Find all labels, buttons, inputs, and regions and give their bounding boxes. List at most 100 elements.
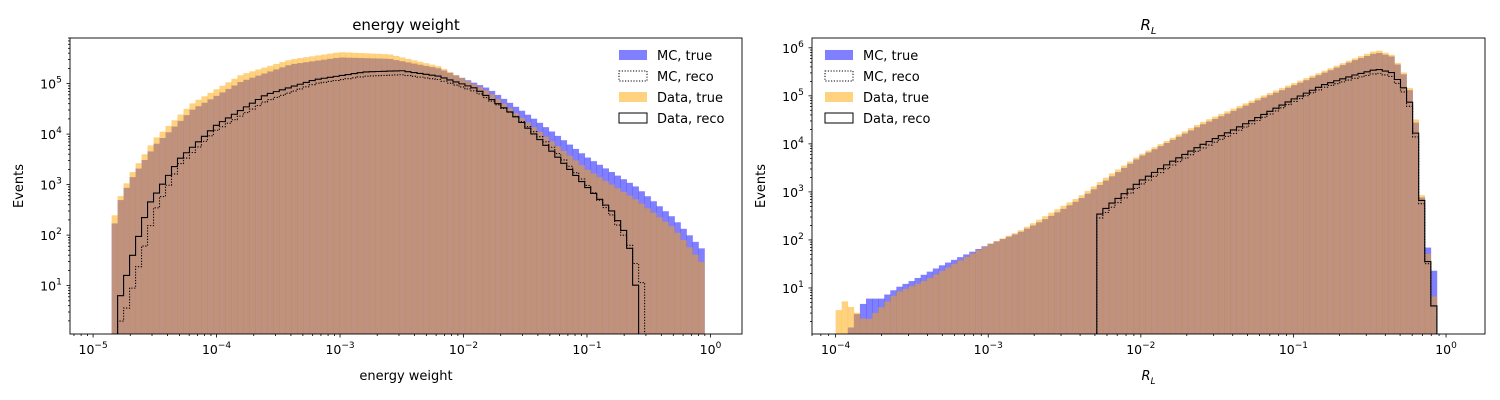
histogram-bar: [171, 120, 178, 334]
histogram-bar: [440, 68, 448, 334]
histogram-bar: [638, 203, 645, 334]
histogram-bar: [458, 78, 466, 334]
histogram-bar: [674, 232, 681, 334]
right-x-ticks: 10−4 10−3 10−2 10−1 100: [811, 334, 1457, 357]
histogram-bar: [1090, 186, 1098, 334]
legend-swatch: [824, 70, 854, 82]
tick-base: 10: [782, 185, 798, 200]
tick-base: 10: [40, 77, 56, 92]
histogram-bar: [500, 103, 508, 334]
histogram-bar: [1315, 73, 1322, 334]
histogram-bar: [446, 71, 454, 334]
tick-exponent: 0: [716, 341, 722, 351]
legend-label: Data, reco: [863, 112, 931, 127]
x-tick-label: 10−4: [202, 341, 231, 357]
tick-base: 10: [782, 233, 798, 248]
tick-base: 10: [40, 228, 56, 243]
histogram-bar: [297, 58, 304, 334]
histogram-bar: [261, 67, 268, 334]
title-text: R: [1140, 16, 1150, 34]
histogram-bar: [650, 212, 657, 334]
step-line: [1096, 69, 1438, 334]
tick-exponent: −3: [990, 341, 1003, 351]
histogram-bar: [872, 313, 879, 334]
histogram-bar: [1382, 52, 1389, 334]
histogram-bar: [1011, 233, 1019, 334]
title-text: energy weight: [352, 16, 460, 34]
histogram-bar: [518, 117, 526, 334]
step-line: [1096, 72, 1438, 334]
tick-base: 10: [1126, 342, 1142, 357]
tick-base: 10: [40, 279, 56, 294]
tick-base: 10: [974, 342, 990, 357]
histogram-bar: [608, 184, 615, 334]
tick-base: 10: [202, 342, 218, 357]
histogram-bar: [1066, 202, 1073, 334]
legend-swatch: [619, 92, 647, 102]
tick-exponent: −2: [1142, 341, 1155, 351]
chart-title: RL: [1140, 16, 1156, 37]
histogram-bar: [1376, 50, 1383, 334]
histogram-bar: [153, 137, 160, 334]
left-legend: MC, true MC, reco Data, true Data, reco: [618, 49, 725, 127]
tick-exponent: 2: [56, 227, 62, 237]
tick-base: 10: [821, 342, 837, 357]
histogram-bar: [1048, 212, 1055, 334]
histogram-bar: [1212, 116, 1219, 334]
histogram-bar: [315, 55, 322, 334]
y-tick-label: 104: [782, 136, 804, 152]
legend-label: Data, true: [657, 91, 723, 106]
histogram-bar: [452, 75, 460, 334]
histogram-bar: [1291, 83, 1298, 334]
histogram-bar: [841, 301, 849, 334]
x-tick-label: 10−1: [572, 341, 601, 357]
histogram-bar: [482, 90, 490, 334]
series-data-true: [111, 52, 705, 334]
histogram-bar: [975, 250, 982, 334]
histogram-bar: [1072, 198, 1079, 334]
x-tick-label: 10−5: [79, 341, 108, 357]
histogram-bar: [1327, 68, 1334, 334]
histogram-bar: [866, 318, 873, 334]
histogram-bar: [381, 54, 388, 334]
histogram-bar: [476, 87, 484, 334]
histogram-bar: [321, 54, 328, 334]
histogram-bar: [614, 188, 621, 334]
y-axis-label: Events: [12, 164, 27, 208]
histogram-bar: [129, 172, 136, 334]
histogram-bar: [279, 62, 286, 334]
chart-title: energy weight: [352, 16, 460, 34]
histogram-bar: [1303, 78, 1310, 334]
histogram-bar: [938, 270, 946, 334]
histogram-bar: [1029, 223, 1037, 334]
histogram-bar: [1181, 131, 1189, 334]
histogram-bar: [1218, 113, 1225, 334]
histogram-bar: [1285, 85, 1292, 334]
y-tick-label: 101: [782, 280, 804, 296]
right-plot-area: [835, 50, 1438, 334]
histogram-bar: [1200, 121, 1207, 334]
histogram-bar: [914, 283, 921, 334]
x-tick-label: 100: [1435, 341, 1457, 357]
histogram-bar: [560, 150, 568, 334]
histogram-bar: [1260, 95, 1268, 334]
histogram-bar: [1078, 195, 1085, 334]
right-legend: MC, true MC, reco Data, true Data, reco: [824, 49, 931, 127]
histogram-bar: [417, 61, 424, 334]
histogram-bar: [375, 53, 382, 334]
tick-base: 10: [572, 342, 588, 357]
histogram-bar: [626, 195, 633, 334]
histogram-bar: [219, 85, 226, 334]
tick-exponent: −3: [341, 341, 354, 351]
histogram-bar: [327, 53, 334, 334]
histogram-bar: [1309, 75, 1316, 334]
histogram-bar: [1333, 65, 1341, 334]
histogram-bar: [369, 53, 376, 334]
histogram-bar: [969, 253, 976, 334]
y-tick-label: 101: [40, 278, 62, 294]
histogram-bar: [1279, 88, 1286, 334]
tick-exponent: 3: [798, 184, 804, 194]
histogram-bar: [572, 160, 580, 334]
histogram-bar: [554, 146, 562, 334]
histogram-bar: [620, 191, 627, 334]
